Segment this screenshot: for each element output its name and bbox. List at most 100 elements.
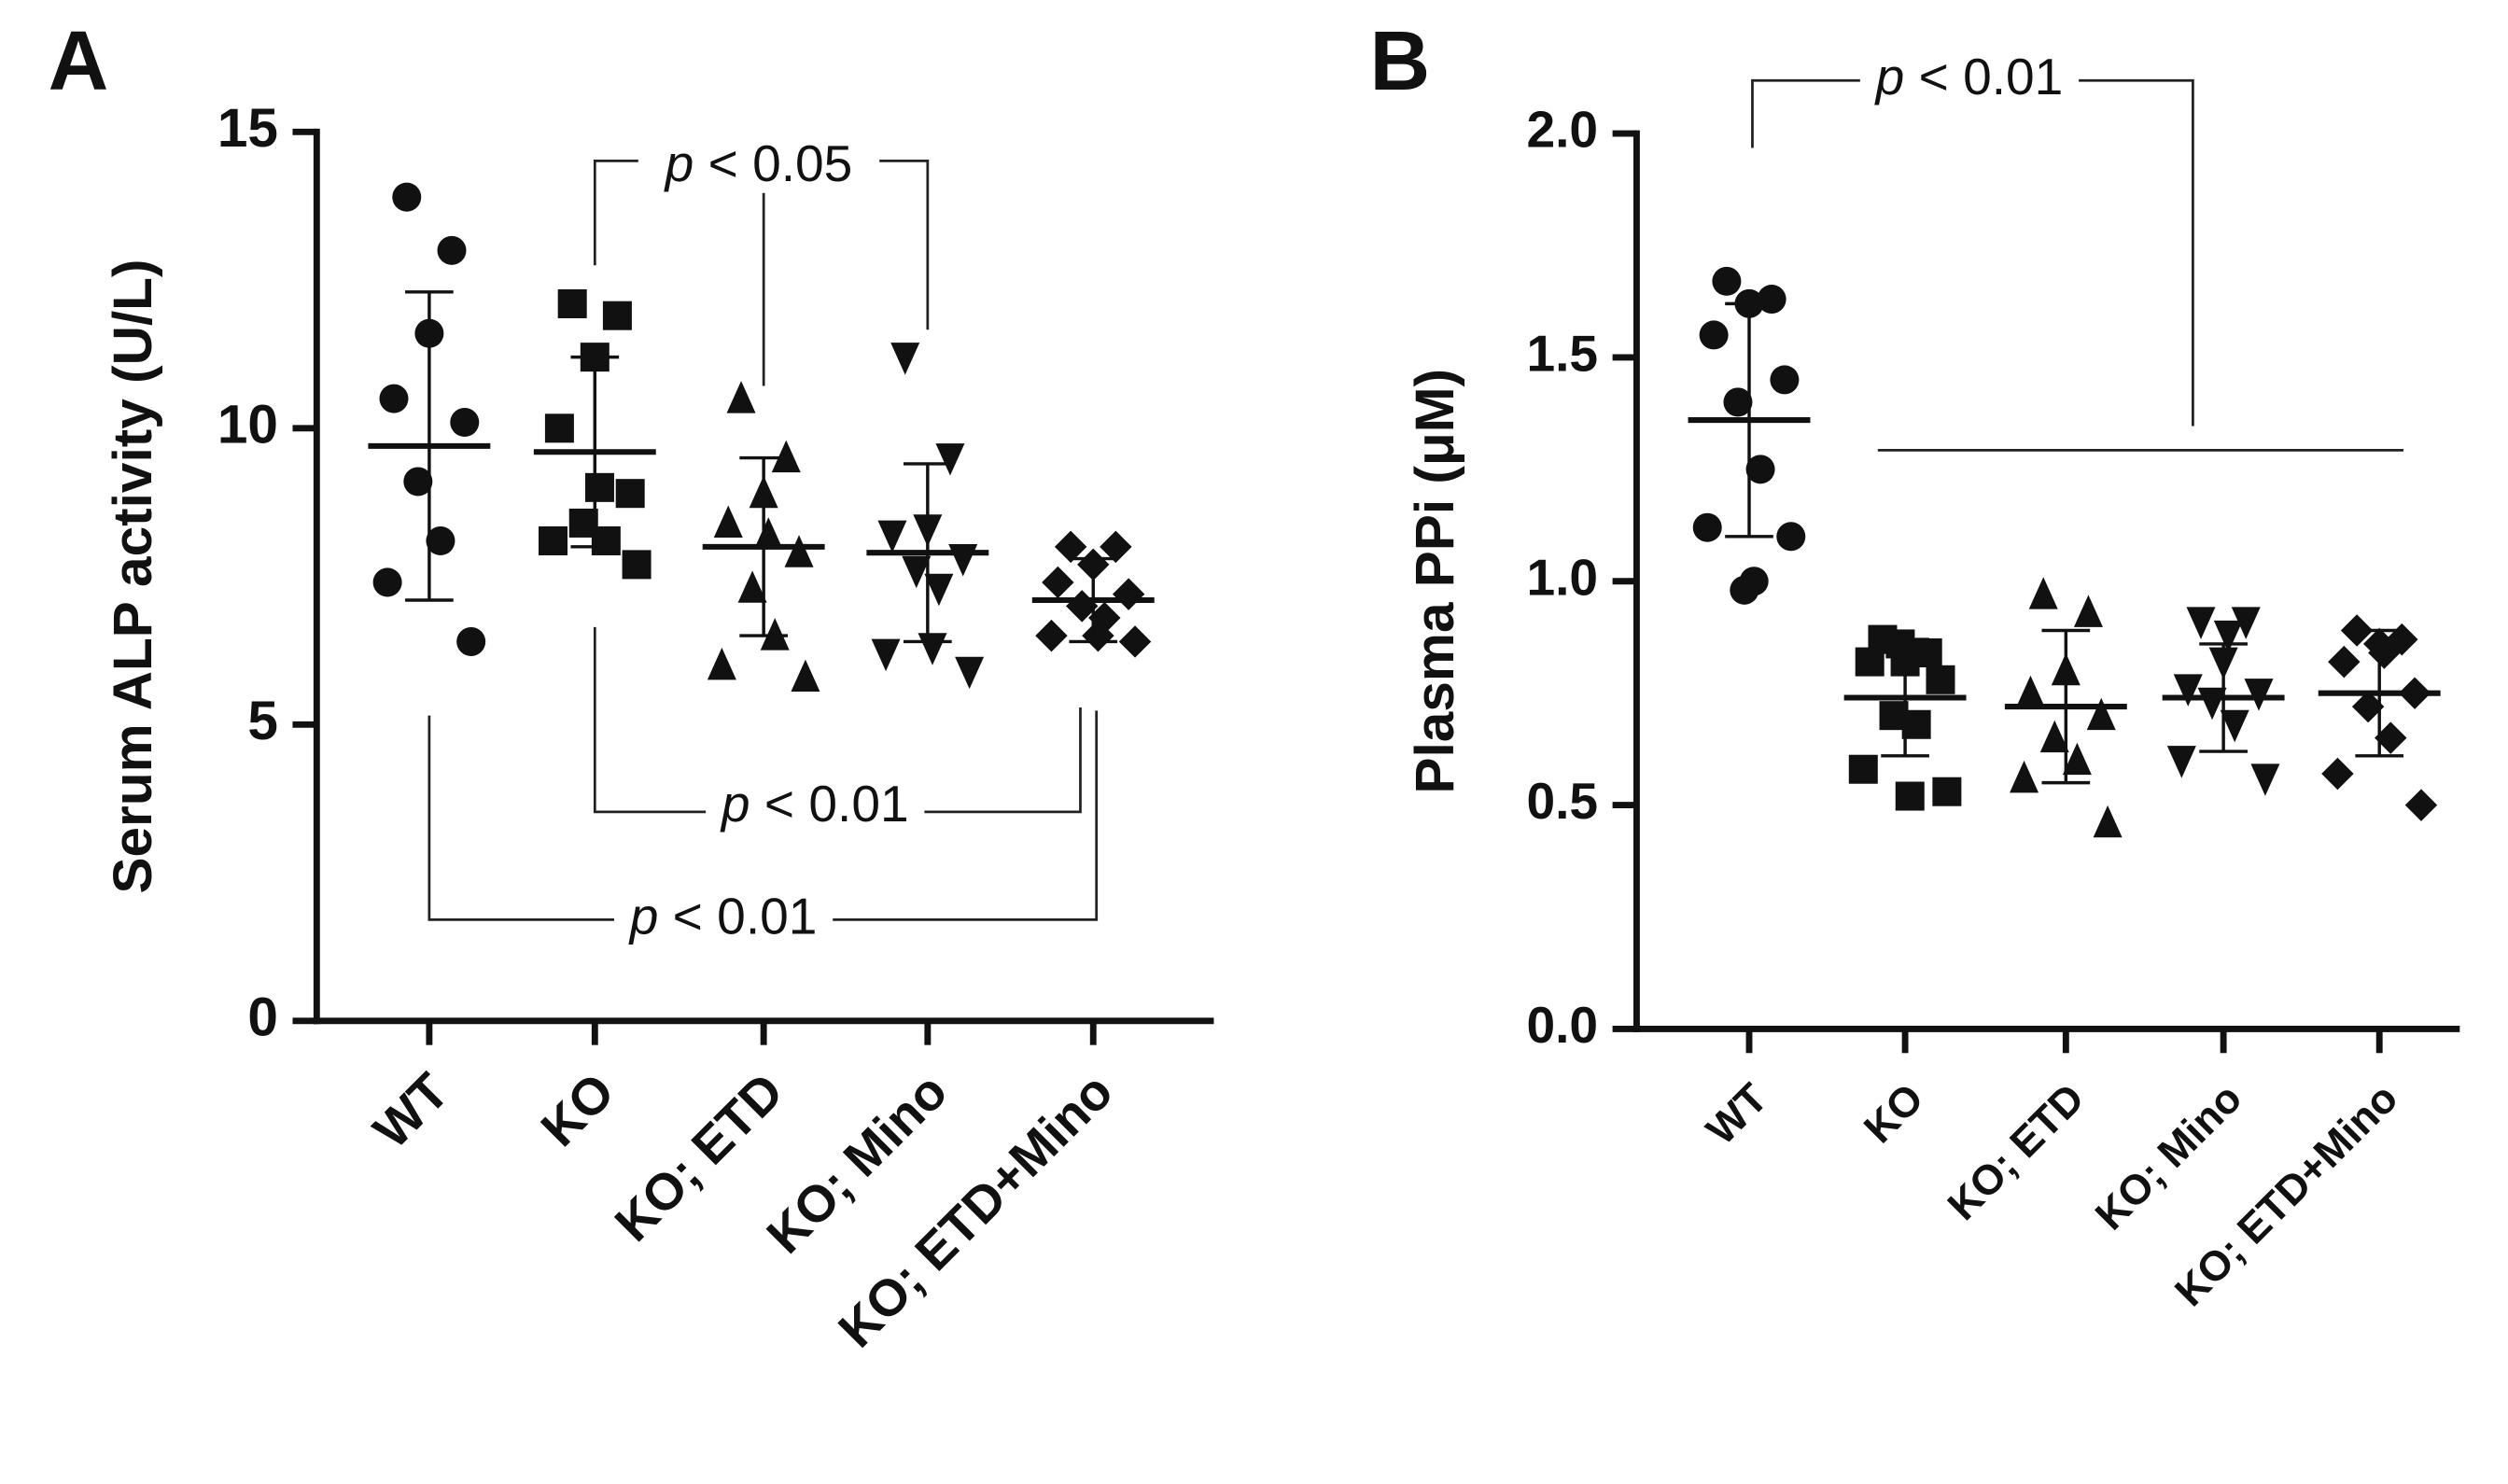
point (707, 647, 736, 680)
point (2073, 595, 2103, 627)
point (1770, 365, 1800, 395)
annotation: p < 0.01 (628, 887, 818, 945)
point (1848, 754, 1878, 784)
annotation-p: p (664, 134, 694, 192)
x-tick-label: KO (1855, 1074, 1932, 1152)
point (1885, 629, 1915, 659)
y-tick-label: 0.0 (1526, 996, 1598, 1054)
point (2010, 760, 2039, 793)
point (2351, 690, 2385, 723)
point (2028, 577, 2058, 609)
point (2166, 746, 2196, 778)
y-axis-label: Serum ALP activity (U/L) (103, 259, 163, 894)
point (2328, 645, 2361, 679)
point (426, 525, 455, 555)
point (2244, 679, 2274, 711)
point (2039, 720, 2069, 753)
annotation-rest: < 0.01 (1904, 48, 2063, 105)
panel-label: B (1370, 14, 1431, 107)
point (1082, 619, 1114, 652)
point (2220, 709, 2249, 743)
point (2404, 789, 2438, 821)
bracket-gap (613, 893, 834, 945)
point (1723, 387, 1753, 417)
bracket-gap (638, 141, 880, 193)
point (2173, 674, 2203, 707)
point (544, 413, 574, 443)
point (1100, 530, 1132, 564)
x-tick-label: KO; Mino (2086, 1074, 2250, 1239)
point (403, 467, 433, 497)
point (902, 555, 932, 589)
error-bar (739, 455, 788, 637)
point (584, 472, 614, 502)
point (2250, 763, 2280, 796)
y-tick-label: 0.5 (1526, 772, 1598, 830)
annotation-rest: < 0.01 (658, 887, 817, 945)
point (2093, 805, 2123, 838)
error-bar (570, 355, 620, 549)
point (1712, 266, 1742, 296)
point (1118, 625, 1152, 658)
point (1932, 777, 1962, 806)
point (1895, 781, 1925, 811)
annotation: p < 0.01 (1874, 48, 2064, 105)
error-bar (1881, 637, 1929, 758)
point (622, 550, 652, 580)
point (1926, 665, 1955, 694)
point (1776, 522, 1806, 552)
annotation: p < 0.01 (720, 774, 909, 832)
y-tick-label: 5 (247, 691, 278, 751)
annotation-p: p (628, 887, 659, 945)
error-bar (904, 462, 952, 644)
error-bar (2355, 628, 2404, 758)
point (372, 567, 402, 597)
point (437, 235, 467, 265)
point (539, 525, 568, 555)
point (737, 570, 767, 603)
point (753, 517, 783, 550)
point (890, 343, 920, 375)
point (713, 505, 743, 538)
point (1901, 709, 1931, 739)
y-tick-label: 0 (247, 987, 278, 1047)
point (456, 626, 486, 656)
bracket (1751, 78, 2194, 427)
point (602, 301, 632, 330)
point (1035, 619, 1068, 652)
annotation: p < 0.05 (664, 134, 853, 192)
point (2186, 607, 2216, 639)
annotation-p: p (1874, 48, 1905, 105)
point (1054, 530, 1087, 564)
y-tick-label: 1.5 (1526, 324, 1598, 382)
point (1699, 320, 1729, 350)
point (924, 573, 954, 607)
point (450, 407, 480, 437)
bracket-gap (706, 781, 925, 833)
error-bar (2041, 628, 2091, 785)
annotation-p: p (720, 774, 750, 832)
point (1745, 455, 1775, 484)
point (1855, 647, 1885, 677)
annotation-rest: < 0.01 (750, 774, 909, 832)
point (1692, 512, 1722, 542)
point (2086, 697, 2116, 731)
point (379, 384, 409, 413)
y-tick-label: 15 (217, 98, 278, 159)
point (1757, 285, 1786, 315)
x-tick-label: WT (362, 1061, 460, 1159)
point (955, 656, 985, 690)
point (2213, 620, 2243, 653)
error-bar (1069, 556, 1118, 644)
point (2368, 637, 2401, 669)
point (2062, 742, 2092, 776)
point (726, 381, 756, 413)
error-bar (2199, 642, 2248, 753)
point (784, 535, 814, 567)
error-bar (405, 290, 454, 602)
point (935, 443, 965, 476)
point (392, 182, 422, 212)
point (871, 638, 901, 672)
point (615, 479, 645, 509)
point (1730, 575, 1759, 605)
